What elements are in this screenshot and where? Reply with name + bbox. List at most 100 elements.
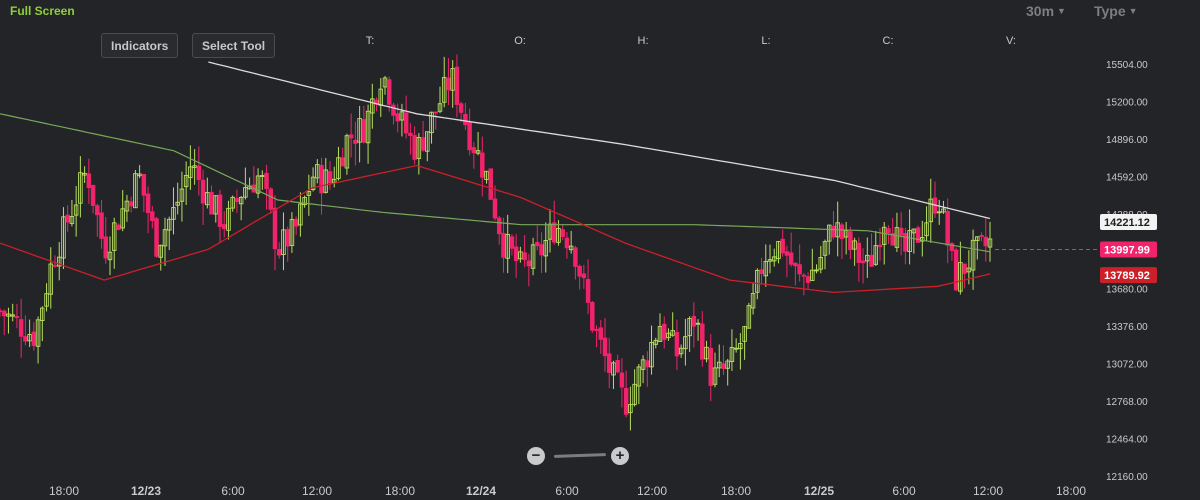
ohlc-label: V: [1006, 35, 1016, 47]
candle-up [814, 269, 819, 272]
candle-up [365, 110, 371, 144]
candle-up [111, 222, 117, 251]
y-tick-label: 15200.00 [1106, 97, 1148, 108]
y-tick-label: 13072.00 [1106, 360, 1148, 371]
candle-up [657, 326, 663, 342]
indicators-button[interactable]: Indicators [101, 33, 179, 58]
candle-down [348, 134, 354, 139]
x-tick-label: 12/24 [466, 484, 496, 498]
zoom-out-button[interactable]: − [527, 447, 545, 465]
candle-up [260, 175, 265, 177]
candle-up [357, 118, 362, 143]
candle-up [107, 251, 113, 261]
candle-down [606, 353, 612, 373]
candle-down [585, 279, 591, 303]
candle-down [949, 243, 955, 251]
chevron-down-icon: ▼ [1128, 6, 1138, 16]
candle-down [264, 172, 269, 190]
candle-up [255, 175, 261, 194]
candle-down [95, 205, 100, 216]
candle-up [120, 208, 125, 229]
candle-up [826, 224, 832, 242]
candle-up [27, 334, 32, 342]
zoom-in-button[interactable]: + [611, 447, 629, 465]
candle-down [890, 233, 895, 246]
select-tool-button[interactable]: Select Tool [192, 33, 276, 58]
candle-down [581, 273, 587, 279]
candle-up [924, 222, 929, 237]
chart-type-dropdown[interactable]: Type ▼ [1094, 3, 1138, 19]
candle-down [386, 79, 392, 105]
x-tick-label: 12:00 [637, 484, 667, 498]
candle-up [894, 227, 900, 248]
candle-down [200, 179, 206, 204]
candle-up [556, 228, 561, 243]
candle-up [336, 157, 341, 179]
candle-up [437, 103, 443, 112]
x-tick-label: 12/23 [131, 484, 161, 498]
candle-down [513, 246, 519, 262]
candle-down [408, 132, 413, 137]
candle-up [881, 226, 887, 245]
candle-up [763, 260, 769, 277]
candle-down [780, 238, 785, 254]
candle-up [975, 236, 980, 241]
candle-down [221, 224, 227, 230]
candle-down [150, 211, 155, 222]
candle-down [285, 229, 290, 247]
last-price-label-bg [1100, 241, 1157, 258]
candle-up [636, 366, 642, 387]
x-tick-label: 12:00 [973, 484, 1003, 498]
candle-down [501, 232, 506, 258]
candle-up [40, 307, 45, 322]
candle-up [776, 241, 781, 260]
candle-down [446, 77, 451, 91]
candle-down [31, 331, 37, 346]
candle-up [6, 313, 11, 317]
candle-up [188, 166, 193, 179]
candle-down [856, 242, 862, 263]
candle-down [860, 260, 866, 264]
full-screen-button[interactable]: Full Screen [10, 4, 75, 18]
candle-up [568, 245, 574, 251]
candle-up [78, 172, 83, 204]
candle-up [958, 262, 963, 292]
candle-up [281, 229, 286, 255]
candle-up [243, 187, 248, 198]
candle-up [755, 269, 760, 293]
candle-down [831, 225, 836, 238]
interval-dropdown[interactable]: 30m ▼ [1026, 3, 1066, 19]
candle-up [344, 135, 350, 169]
candle-down [560, 229, 565, 237]
candle-down [577, 265, 582, 277]
ohlc-label: C: [883, 35, 894, 47]
zoom-slider[interactable] [553, 453, 607, 458]
candle-up [649, 342, 654, 368]
candle-down [945, 210, 950, 246]
candle-up [230, 196, 235, 209]
candle-down [539, 244, 544, 256]
candle-down [708, 347, 714, 386]
x-tick-label: 6:00 [555, 484, 579, 498]
candle-up [738, 343, 743, 350]
candle-up [907, 230, 912, 252]
white-ma-price-label: 14221.12 [1104, 217, 1150, 229]
candle-up [928, 198, 934, 223]
candle-up [124, 200, 130, 212]
candle-down [471, 147, 477, 154]
candle-down [721, 363, 726, 369]
candle-up [441, 77, 447, 103]
candle-down [86, 173, 92, 189]
candle-up [226, 207, 231, 231]
x-tick-label: 18:00 [721, 484, 751, 498]
white-ma-price-label-bg [1100, 214, 1157, 231]
candle-down [848, 231, 853, 251]
candle-down [463, 113, 468, 126]
candle-up [133, 173, 138, 209]
candle-down [590, 302, 595, 331]
candle-up [429, 111, 434, 134]
y-tick-label: 12160.00 [1106, 472, 1148, 483]
moving-average-red [0, 164, 991, 294]
candle-up [767, 259, 773, 262]
